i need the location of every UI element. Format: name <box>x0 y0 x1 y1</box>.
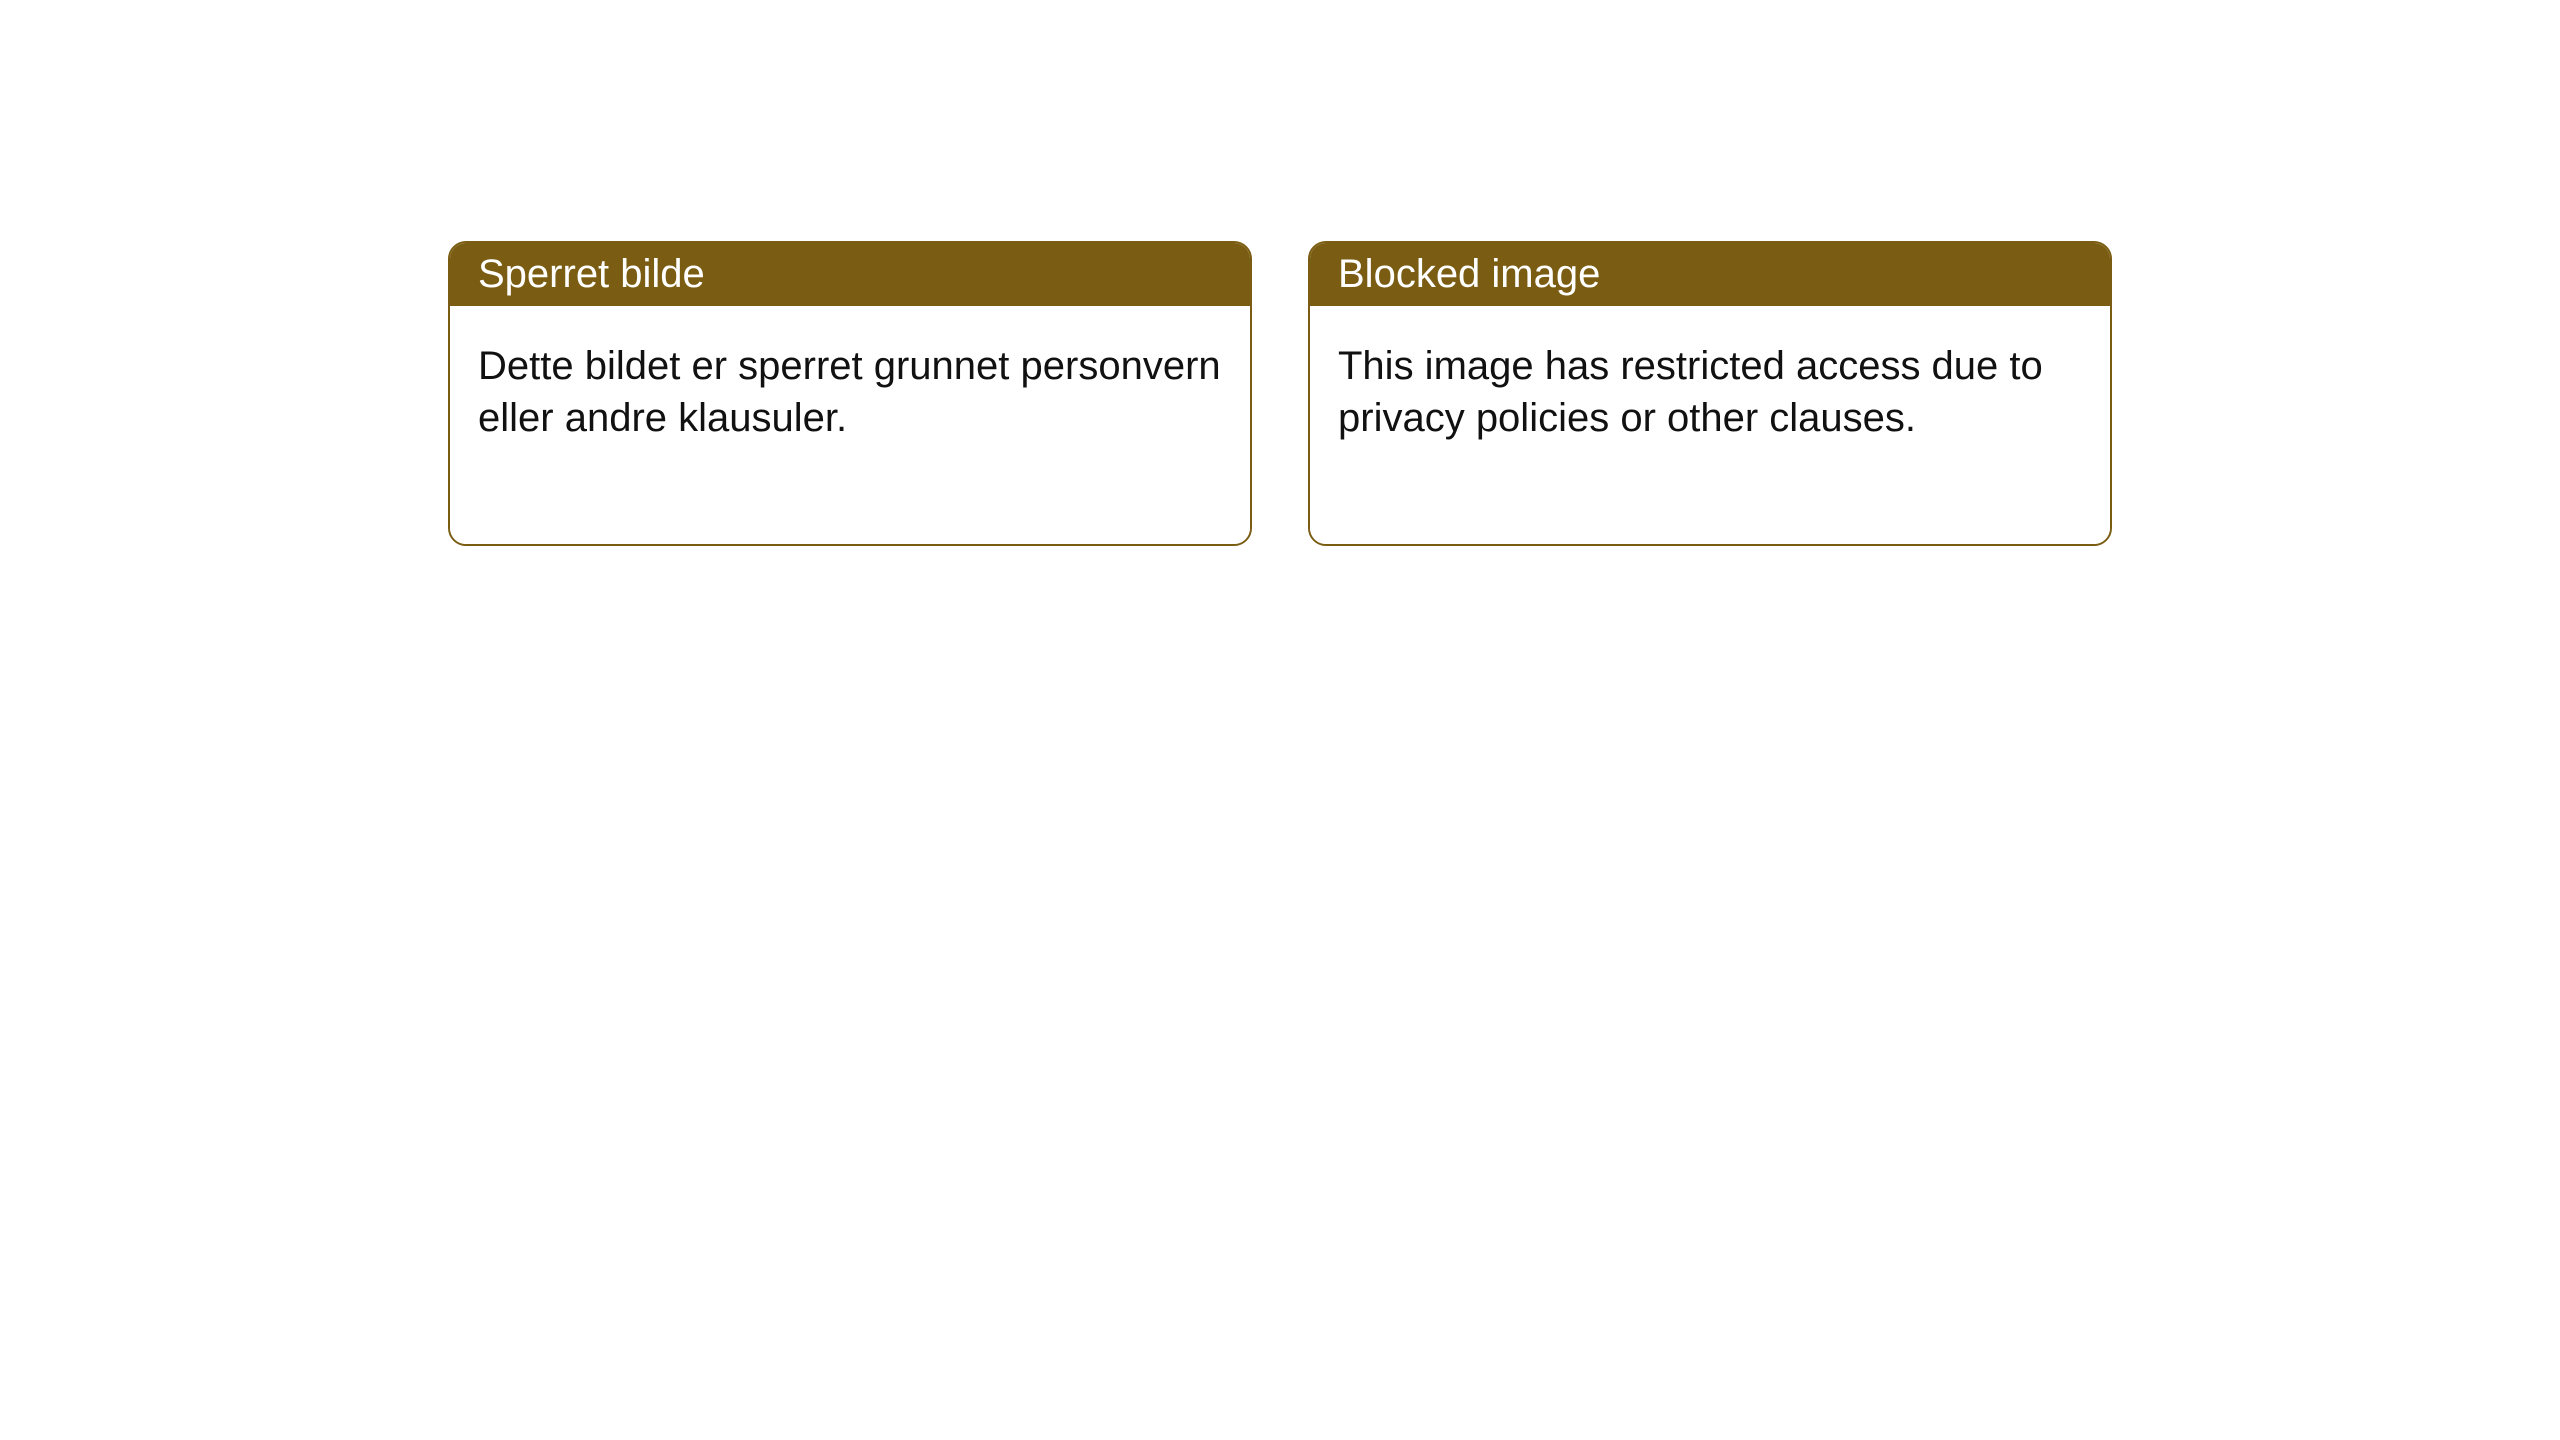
card-body: Dette bildet er sperret grunnet personve… <box>450 306 1250 544</box>
cards-container: Sperret bilde Dette bildet er sperret gr… <box>448 241 2112 546</box>
page: Sperret bilde Dette bildet er sperret gr… <box>0 0 2560 1440</box>
card-body: This image has restricted access due to … <box>1310 306 2110 544</box>
card-body-text: Dette bildet er sperret grunnet personve… <box>478 344 1221 440</box>
card-header: Blocked image <box>1310 243 2110 306</box>
card-body-text: This image has restricted access due to … <box>1338 344 2043 440</box>
blocked-image-card-no: Sperret bilde Dette bildet er sperret gr… <box>448 241 1252 546</box>
blocked-image-card-en: Blocked image This image has restricted … <box>1308 241 2112 546</box>
card-header: Sperret bilde <box>450 243 1250 306</box>
card-title: Blocked image <box>1338 252 1600 296</box>
card-title: Sperret bilde <box>478 252 705 296</box>
